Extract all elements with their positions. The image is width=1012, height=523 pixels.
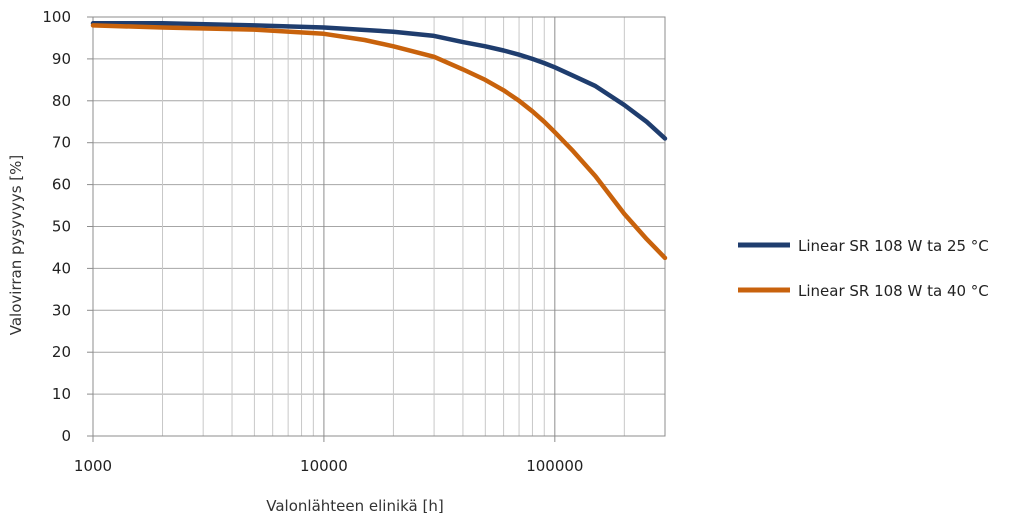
y-tick-label: 20 [52,343,71,361]
y-tick-label: 70 [52,134,71,152]
y-tick-label: 0 [61,427,71,445]
y-tick-labels: 0 10 20 30 40 50 60 70 80 90 100 [42,8,93,445]
y-axis-title: Valovirran pysyvyys [%] [7,155,25,335]
y-tick-label: 40 [52,259,71,277]
y-tick-label: 90 [52,50,71,68]
legend: Linear SR 108 W ta 25 °C Linear SR 108 W… [738,237,989,300]
y-tick-label: 100 [42,8,71,26]
series-line-25c [90,21,668,141]
x-axis-title: Valonlähteen elinikä [h] [266,497,443,515]
series-line-40c [90,23,668,261]
y-tick-label: 60 [52,176,71,194]
x-tick-label: 1000 [74,457,112,475]
y-tick-label: 30 [52,301,71,319]
legend-label-25c: Linear SR 108 W ta 25 °C [798,237,989,255]
x-tick-label: 100000 [526,457,583,475]
y-tick-label: 10 [52,385,71,403]
x-tick-label: 10000 [300,457,348,475]
y-tick-label: 50 [52,218,71,236]
x-tick-labels: 1000 10000 100000 [74,436,583,475]
legend-label-40c: Linear SR 108 W ta 40 °C [798,282,989,300]
y-tick-label: 80 [52,92,71,110]
series-lines [90,21,668,261]
